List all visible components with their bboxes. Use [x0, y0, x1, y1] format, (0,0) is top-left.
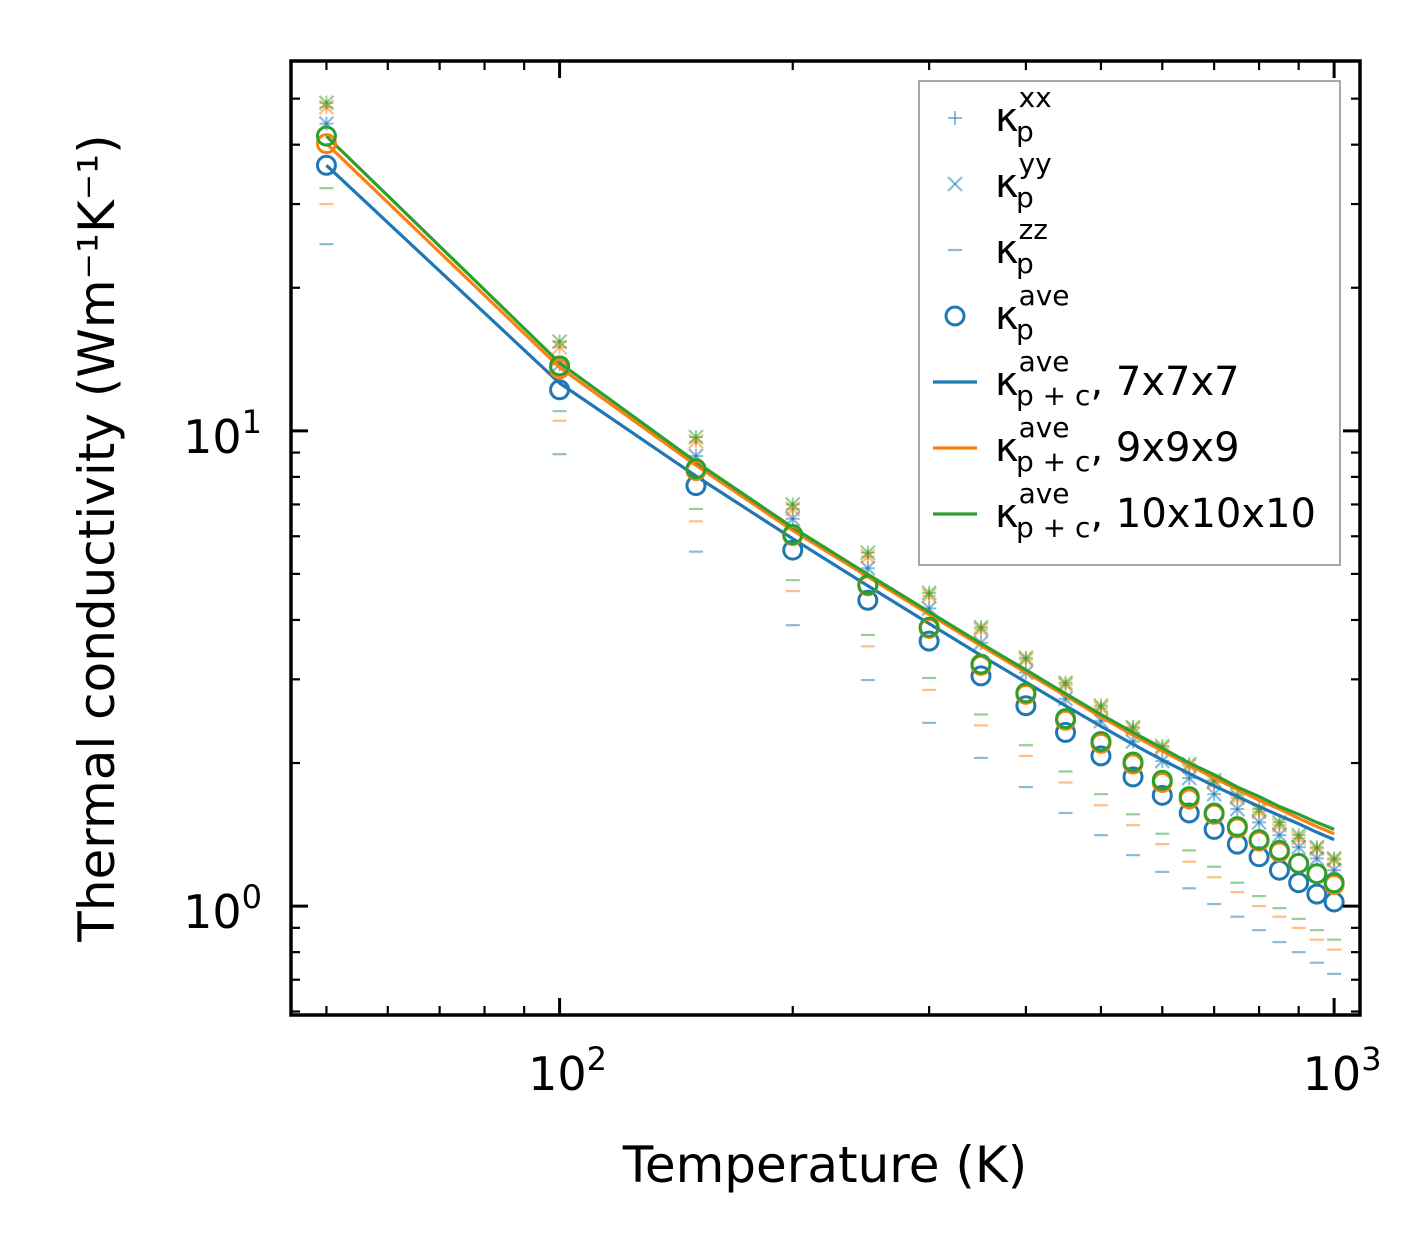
kave-point-7x7x7-850 [1268, 859, 1290, 881]
legend-label-5: κave p + c, 9x9x9 [995, 411, 1240, 478]
kave-point-7x7x7-650 [1178, 802, 1200, 824]
y-axis-label: Thermal conductivity (Wm⁻¹K⁻¹) [68, 134, 126, 942]
kave-point-10x10x10-1000 [1323, 872, 1345, 894]
data-marks [315, 95, 1345, 975]
legend-marker-circle [944, 305, 966, 327]
kave-point-7x7x7-350 [970, 665, 992, 687]
kave-point-10x10x10-550 [1122, 751, 1144, 773]
y-tick-label-1: 100 [183, 878, 262, 939]
x-axis-label: Temperature (K) [622, 1136, 1027, 1194]
kave-point-7x7x7-400 [1015, 695, 1037, 717]
kyy-point-b-10x10x10-100 [551, 333, 568, 350]
axes-frame [289, 59, 1362, 1017]
kave-point-7x7x7-500 [1090, 745, 1112, 767]
kave-point-10x10x10-100 [549, 355, 571, 377]
kave-point-7x7x7-900 [1288, 872, 1310, 894]
kave-point-10x10x10-400 [1015, 682, 1037, 704]
kyy-point-b-10x10x10-150 [688, 429, 704, 445]
kyy-point-b-10x10x10-1000 [1326, 850, 1342, 867]
kave-point-10x10x10-900 [1288, 852, 1310, 874]
kave-point-10x10x10-600 [1151, 769, 1173, 791]
kave-point-10x10x10-300 [918, 616, 940, 638]
y-tick-label-10: 101 [183, 403, 262, 464]
kave-point-10x10x10-150 [685, 458, 707, 480]
kave-point-7x7x7-200 [782, 539, 804, 561]
x-tick-label-100: 102 [528, 1040, 607, 1101]
kave-point-10x10x10-750 [1226, 816, 1248, 838]
kave-point-10x10x10-500 [1090, 730, 1112, 752]
legend-label-2: κzz p [995, 213, 1048, 280]
kave-point-10x10x10-50 [315, 125, 337, 147]
total-line-7x7x7 [325, 164, 1335, 842]
kave-point-7x7x7-1000 [1323, 891, 1345, 913]
legend-label-6: κave p + c, 10x10x10 [995, 477, 1316, 544]
kyy-point-b-10x10x10-350 [973, 619, 989, 636]
kave-point-10x10x10-700 [1203, 802, 1225, 824]
kyy-point-b-10x10x10-300 [921, 585, 937, 601]
kave-point-7x7x7-600 [1151, 784, 1173, 806]
kyy-point-b-10x10x10-950 [1309, 839, 1325, 856]
kyy-point-b-10x10x10-450 [1057, 675, 1074, 691]
kave-point-10x10x10-800 [1248, 829, 1270, 851]
kave-point-10x10x10-250 [857, 574, 879, 596]
kave-point-7x7x7-250 [857, 589, 879, 611]
kave-point-10x10x10-650 [1178, 786, 1200, 808]
kave-point-10x10x10-450 [1055, 708, 1077, 730]
kave-point-9x9x9-50 [315, 133, 337, 155]
kave-point-10x10x10-200 [782, 524, 804, 546]
kave-point-7x7x7-300 [918, 630, 940, 652]
kave-point-7x7x7-700 [1203, 818, 1225, 840]
kyy-point-b-10x10x10-800 [1251, 801, 1267, 817]
kyy-point-b-10x10x10-400 [1018, 650, 1034, 666]
total-line-10x10x10 [325, 134, 1335, 831]
kave-point-10x10x10-850 [1268, 839, 1290, 861]
kave-point-7x7x7-50 [315, 154, 337, 176]
kyy-point-b-10x10x10-600 [1154, 738, 1171, 754]
axes: 102 103 100 101 [183, 59, 1382, 1101]
legend-marker-x-b [947, 176, 963, 192]
kave-point-10x10x10-350 [970, 653, 992, 675]
legend-label-1: κyy p [995, 147, 1052, 214]
series-10x10x10 [318, 95, 1342, 941]
kyy-point-b-7x7x7-650 [1181, 770, 1197, 786]
legend-box [918, 80, 1341, 566]
kyy-point-b-7x7x7-750 [1229, 801, 1246, 817]
x-tick-label-1000: 103 [1303, 1040, 1382, 1101]
legend-label-4: κave p + c, 7x7x7 [995, 345, 1240, 412]
legend-label-0: κxx p [995, 81, 1052, 148]
kave-point-7x7x7-100 [549, 379, 571, 401]
kave-point-7x7x7-550 [1122, 766, 1144, 788]
kave-point-7x7x7-450 [1055, 721, 1077, 743]
kave-point-7x7x7-950 [1306, 883, 1328, 905]
legend-label-3: κave p [995, 279, 1070, 346]
kyy-point-b-10x10x10-250 [860, 544, 876, 561]
kyy-point-b-10x10x10-50 [318, 95, 335, 111]
total-line-9x9x9 [325, 142, 1335, 836]
kyy-point-b-10x10x10-900 [1290, 827, 1307, 843]
kyy-point-b-10x10x10-200 [784, 496, 801, 513]
kave-point-10x10x10-950 [1306, 863, 1328, 885]
plot-area [315, 95, 1345, 975]
